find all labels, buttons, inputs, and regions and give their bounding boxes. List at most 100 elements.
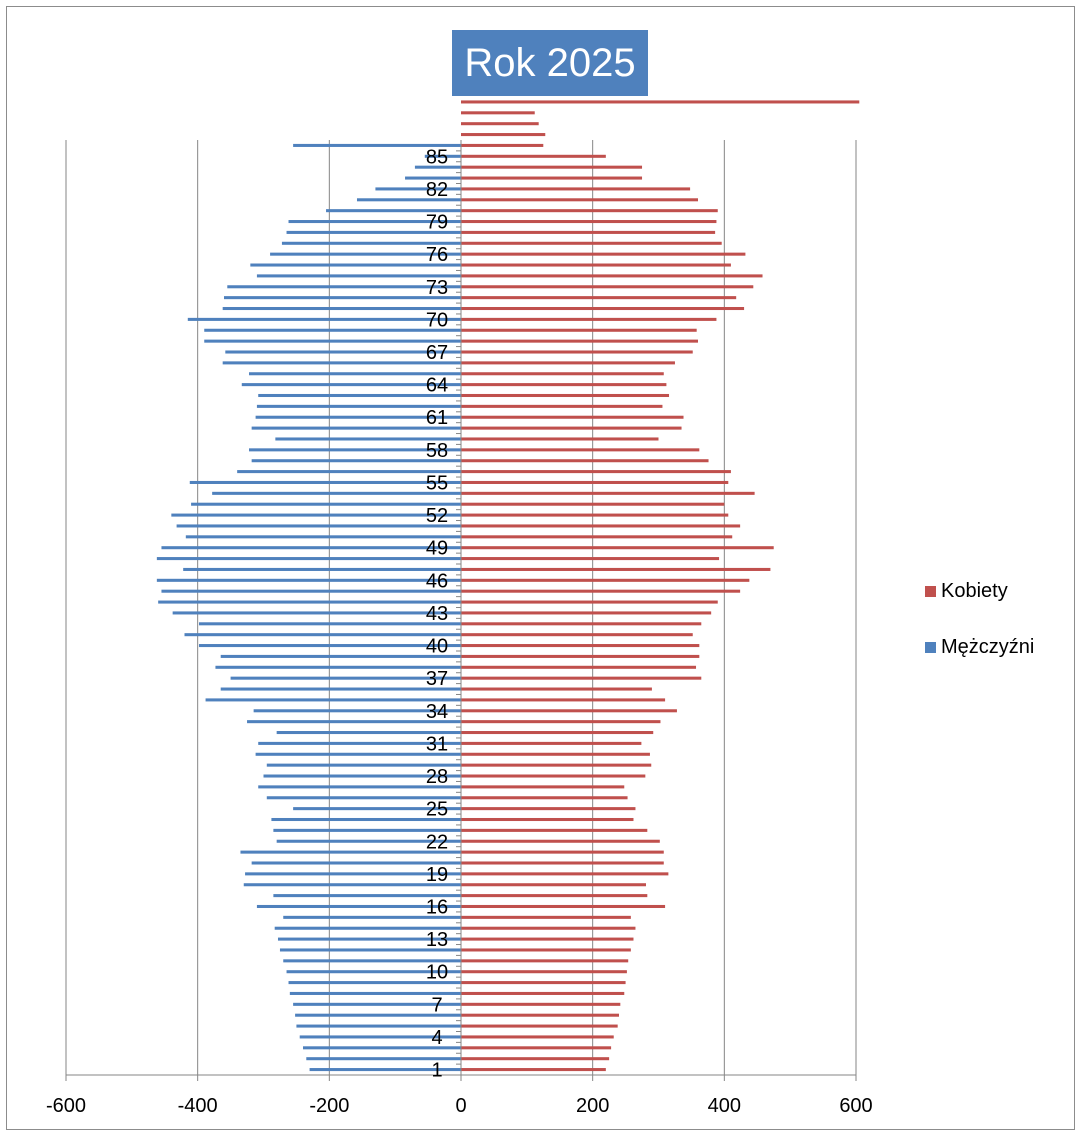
bar-mezczyzni <box>247 720 461 724</box>
y-tick-label: 82 <box>426 179 448 201</box>
bar-mezczyzni <box>172 611 461 615</box>
bar-kobiety <box>461 459 709 463</box>
bar-mezczyzni <box>296 1024 461 1028</box>
bar-kobiety <box>461 317 717 321</box>
bar-mezczyzni <box>258 393 461 398</box>
chart-title: Rok 2025 <box>452 30 648 96</box>
bar-mezczyzni <box>240 850 461 854</box>
bar-kobiety <box>461 437 659 441</box>
bar-kobiety <box>461 644 700 648</box>
y-tick-label: 61 <box>426 407 448 429</box>
y-tick-label: 46 <box>426 570 448 592</box>
bar-mezczyzni <box>326 209 461 213</box>
bar-mezczyzni <box>156 578 461 582</box>
bar-mezczyzni <box>281 241 461 245</box>
y-tick-label: 49 <box>426 538 448 560</box>
bar-mezczyzni <box>283 915 461 919</box>
bar-mezczyzni <box>204 339 461 343</box>
y-tick-label: 79 <box>426 212 448 234</box>
bar-kobiety <box>461 100 860 104</box>
bar-mezczyzni <box>171 513 462 517</box>
bar-mezczyzni <box>274 926 461 930</box>
bar-mezczyzni <box>255 752 461 756</box>
bar-mezczyzni <box>183 567 461 571</box>
bar-mezczyzni <box>424 154 461 158</box>
bar-kobiety <box>461 1046 612 1050</box>
bar-kobiety <box>461 296 737 300</box>
bar-kobiety <box>461 720 661 724</box>
bar-mezczyzni <box>251 459 461 463</box>
bar-mezczyzni <box>283 959 461 963</box>
bar-mezczyzni <box>266 763 461 767</box>
bar-kobiety <box>461 187 691 191</box>
y-tick-label: 85 <box>426 146 448 168</box>
bar-kobiety <box>461 252 746 256</box>
bar-kobiety <box>461 872 669 876</box>
bar-kobiety <box>461 535 733 539</box>
bar-mezczyzni <box>276 839 461 843</box>
bar-kobiety <box>461 915 631 919</box>
bar-kobiety <box>461 1002 621 1006</box>
bar-kobiety <box>461 122 539 126</box>
bar-kobiety <box>461 557 720 561</box>
bar-mezczyzni <box>251 861 461 865</box>
bar-mezczyzni <box>191 502 462 506</box>
bar-mezczyzni <box>277 937 461 941</box>
bar-kobiety <box>461 807 636 811</box>
bar-mezczyzni <box>222 306 461 311</box>
bar-mezczyzni <box>306 1057 461 1061</box>
bar-kobiety <box>461 861 664 865</box>
bar-mezczyzni <box>220 654 461 658</box>
bar-mezczyzni <box>225 350 461 354</box>
bar-kobiety <box>461 491 755 495</box>
bar-kobiety <box>461 230 716 234</box>
bar-kobiety <box>461 383 667 387</box>
bar-mezczyzni <box>275 437 461 441</box>
y-tick-label: 37 <box>426 668 448 690</box>
x-tick-label: -600 <box>46 1095 86 1117</box>
x-tick-label: 200 <box>576 1095 609 1117</box>
y-tick-label: 28 <box>426 766 448 788</box>
bar-mezczyzni <box>204 328 461 332</box>
bar-mezczyzni <box>256 904 461 909</box>
y-tick-label: 58 <box>426 440 448 462</box>
bar-kobiety <box>461 763 652 767</box>
bar-kobiety <box>461 937 634 941</box>
y-tick-label: 16 <box>426 896 448 918</box>
bar-kobiety <box>461 665 697 669</box>
bar-mezczyzni <box>198 644 461 648</box>
bar-mezczyzni <box>356 198 461 202</box>
bar-mezczyzni <box>156 557 461 561</box>
bar-kobiety <box>461 926 636 930</box>
bar-kobiety <box>461 263 731 267</box>
bar-mezczyzni <box>258 741 461 745</box>
bar-kobiety <box>461 622 702 626</box>
bar-kobiety <box>461 1068 606 1072</box>
y-tick-label: 70 <box>426 309 448 331</box>
bar-kobiety <box>461 470 731 474</box>
bar-mezczyzni <box>289 991 461 995</box>
legend-item-kobiety: Kobiety <box>925 580 1008 603</box>
bar-mezczyzni <box>245 872 461 876</box>
bar-mezczyzni <box>270 252 461 256</box>
bar-mezczyzni <box>293 1002 461 1006</box>
bar-mezczyzni <box>271 817 461 822</box>
bar-kobiety <box>461 241 722 245</box>
bar-mezczyzni <box>243 883 461 887</box>
y-tick-label: 10 <box>426 962 448 984</box>
bar-kobiety <box>461 165 643 169</box>
y-tick-label: 67 <box>426 342 448 364</box>
bar-kobiety <box>461 404 663 408</box>
x-tick-label: -400 <box>178 1095 218 1117</box>
bar-kobiety <box>461 904 666 909</box>
bar-mezczyzni <box>414 165 461 169</box>
bar-mezczyzni <box>198 622 461 626</box>
bar-mezczyzni <box>256 274 461 278</box>
bar-kobiety <box>461 524 741 528</box>
bar-kobiety <box>461 546 774 550</box>
legend-label-kobiety: Kobiety <box>941 580 1008 602</box>
bar-mezczyzni <box>293 143 461 147</box>
bar-kobiety <box>461 589 741 593</box>
bar-mezczyzni <box>184 633 461 637</box>
y-tick-label: 52 <box>426 505 448 527</box>
